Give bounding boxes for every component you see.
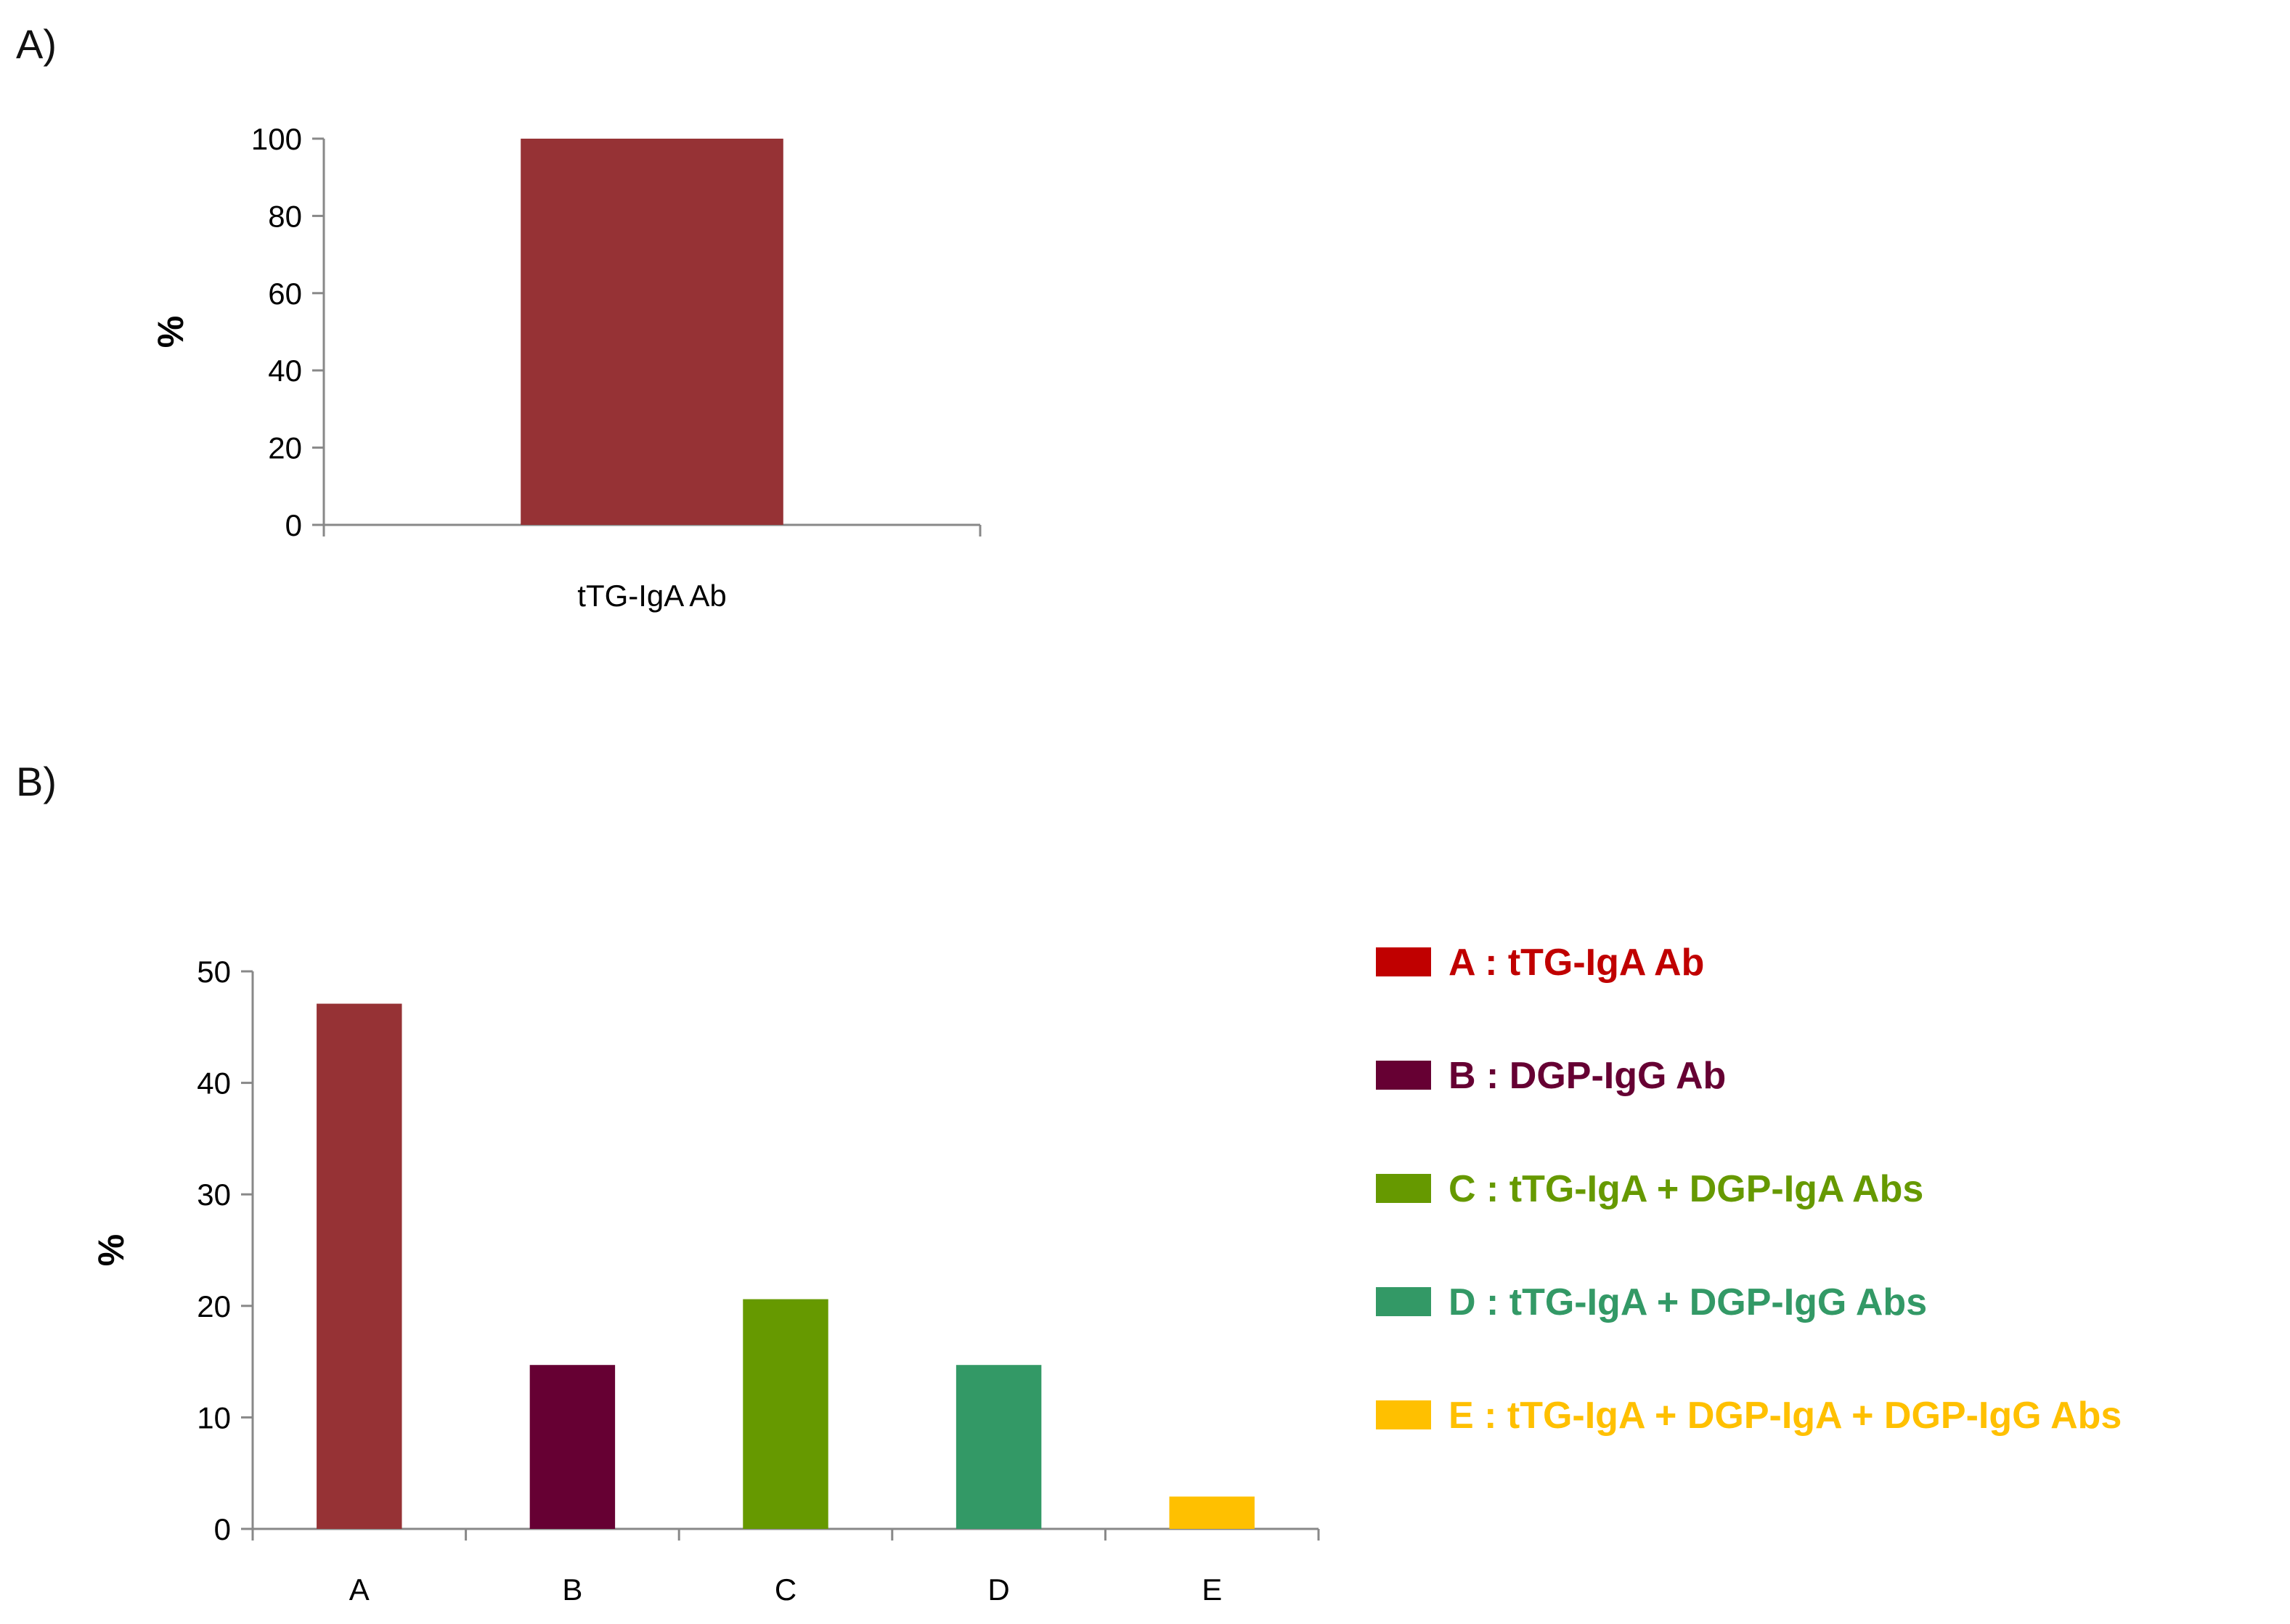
chart-a: 0 20 40 60 80 100 tTG-IgA Ab% xyxy=(150,122,982,613)
chart-b-ytick-label: 20 xyxy=(197,1289,231,1323)
chart-a-ytick-label: 80 xyxy=(268,199,302,233)
chart-b: 0 10 20 30 40 50 A B C D E% xyxy=(91,955,1320,1607)
chart-b-ytick-label: 0 xyxy=(214,1512,231,1546)
chart-a-ytick-label: 0 xyxy=(285,508,302,542)
chart-b-y-axis-label: % xyxy=(91,1234,131,1266)
chart-b-category-label: B xyxy=(562,1572,582,1607)
legend-label: E : tTG-IgA + DGP-IgA + DGP-IgG Abs xyxy=(1448,1395,2122,1437)
legend-swatch xyxy=(1376,1061,1431,1090)
legend-swatch xyxy=(1376,1287,1431,1316)
legend-label: A : tTG-IgA Ab xyxy=(1448,942,1704,984)
chart-b-ytick-label: 30 xyxy=(197,1178,231,1212)
chart-b-category-label: D xyxy=(987,1572,1009,1607)
chart-b-ytick-label: 10 xyxy=(197,1400,231,1435)
chart-b-bar-e xyxy=(1169,1496,1255,1529)
chart-b-category-label: A xyxy=(349,1572,370,1607)
chart-a-y-axis-label: % xyxy=(150,316,191,348)
chart-b-bar-d xyxy=(955,1365,1042,1529)
panel-a-label: A) xyxy=(16,21,57,67)
legend-swatch xyxy=(1376,1174,1431,1203)
chart-b-bar-b xyxy=(529,1365,616,1529)
chart-a-category-label: tTG-IgA Ab xyxy=(577,579,726,613)
legend-label: B : DGP-IgG Ab xyxy=(1448,1055,1726,1097)
chart-b-ytick-label: 50 xyxy=(197,955,231,989)
chart-b-bar-a xyxy=(317,1003,402,1529)
chart-a-ytick-label: 100 xyxy=(251,122,302,156)
chart-b-legend: A : tTG-IgA Ab B : DGP-IgG Ab C : tTG-IgA … xyxy=(1376,942,2122,1437)
legend-swatch xyxy=(1376,1400,1431,1429)
panel-b-label: B) xyxy=(16,759,57,804)
chart-a-ytick-label: 40 xyxy=(268,354,302,388)
chart-a-bar-ttg-iga-ab xyxy=(521,139,783,525)
chart-a-ytick-label: 20 xyxy=(268,431,302,465)
chart-b-bar-c xyxy=(743,1299,828,1529)
chart-b-ytick-label: 40 xyxy=(197,1066,231,1101)
chart-b-category-label: C xyxy=(775,1572,796,1607)
chart-b-category-label: E xyxy=(1202,1572,1222,1607)
legend-swatch xyxy=(1376,947,1431,976)
legend-label: D : tTG-IgA + DGP-IgG Abs xyxy=(1448,1281,1927,1323)
chart-a-ytick-label: 60 xyxy=(268,277,302,311)
legend-label: C : tTG-IgA + DGP-IgA Abs xyxy=(1448,1168,1923,1210)
